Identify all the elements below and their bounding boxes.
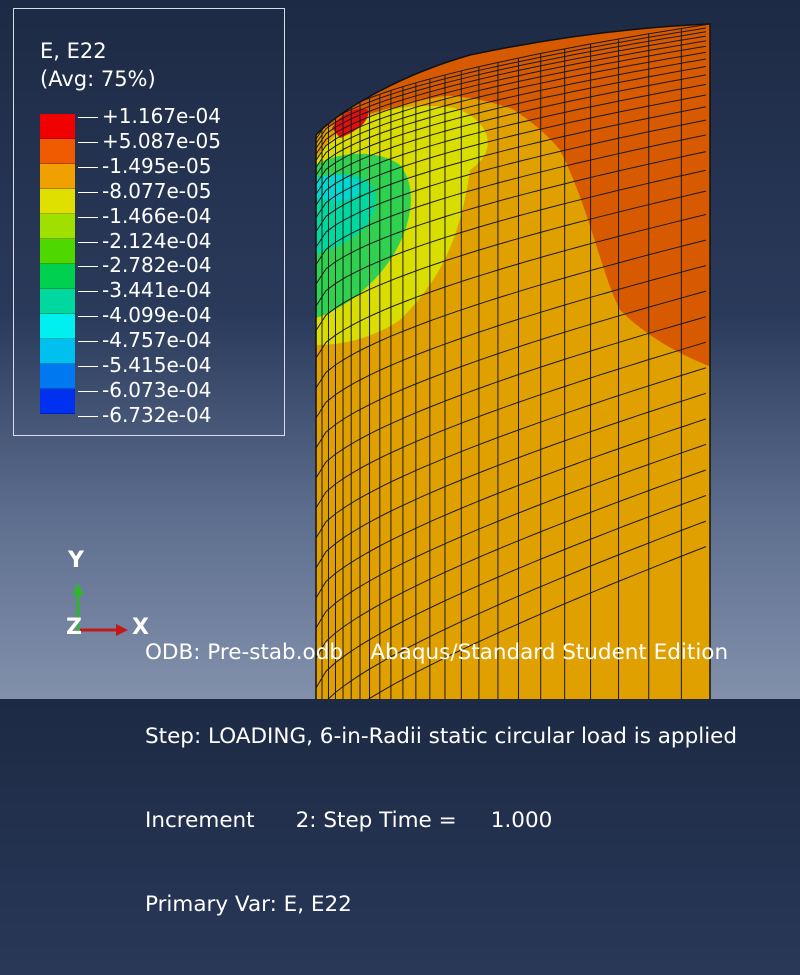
- mesh-line: [316, 106, 707, 232]
- mesh-line: [316, 290, 707, 449]
- legend-tick: [78, 291, 98, 293]
- mesh-line: [316, 51, 707, 168]
- z-axis-label: Z: [66, 615, 82, 640]
- mesh-line: [316, 443, 707, 629]
- y-axis-label: Y: [68, 548, 84, 573]
- mesh-line: [316, 94, 707, 218]
- mesh-line: [316, 265, 707, 419]
- legend-tick: [78, 415, 98, 417]
- mesh-line: [316, 546, 707, 699]
- legend-value-label: -2.124e-04: [102, 228, 212, 253]
- legend-tick: [78, 366, 98, 367]
- mesh-line: [316, 119, 707, 248]
- legend-value-label: -2.782e-04: [102, 253, 212, 278]
- legend-title: E, E22: [40, 39, 107, 63]
- deformed-mesh-contour: [315, 23, 711, 699]
- mesh-line: [316, 66, 707, 185]
- mesh-line: [316, 83, 707, 206]
- legend-value-label: +1.167e-04: [102, 104, 221, 128]
- legend-tick: [78, 141, 98, 143]
- legend-tick: [78, 266, 98, 268]
- mesh-line: [316, 31, 707, 144]
- mesh-grid: [316, 24, 707, 699]
- x-axis-label: X: [132, 615, 149, 640]
- legend-value-label: -6.073e-04: [102, 377, 212, 402]
- mesh-line: [316, 24, 707, 136]
- mesh-line: [316, 27, 707, 140]
- legend-swatch: [40, 164, 75, 189]
- legend-swatch: [40, 214, 75, 239]
- legend-value-label: -3.441e-04: [102, 278, 212, 303]
- contour-legend: E, E22 (Avg: 75%) +1.167e-04 +5.087e-05 -1…: [13, 8, 285, 436]
- legend-tick: [78, 341, 98, 343]
- increment-info: Increment 2: Step Time = 1.000: [145, 808, 553, 833]
- mesh-line: [316, 495, 707, 689]
- legend-value-label: -6.732e-04: [102, 402, 212, 427]
- model-viewport[interactable]: E, E22 (Avg: 75%) +1.167e-04 +5.087e-05 -1…: [0, 0, 800, 917]
- legend-value-label: -1.495e-05: [102, 153, 212, 178]
- mesh-line: [316, 520, 707, 699]
- legend-value-label: -5.415e-04: [102, 353, 212, 377]
- mesh-line: [316, 214, 707, 359]
- legend-swatch: [40, 239, 75, 264]
- legend-swatch: [40, 339, 75, 364]
- mesh-line: [316, 469, 707, 659]
- mesh-line: [316, 58, 707, 176]
- primary-var-info: Primary Var: E, E22: [145, 892, 352, 917]
- legend-value-label: -4.757e-04: [102, 328, 212, 353]
- contour-red: [332, 108, 369, 138]
- mesh-line: [316, 392, 707, 569]
- mesh-line: [316, 418, 707, 599]
- mesh-line: [316, 316, 707, 479]
- legend-tick: [78, 166, 98, 168]
- legend-swatch: [40, 264, 75, 289]
- viewport-info-block: ODB: Pre-stab.odb Abaqus/Standard Studen…: [145, 583, 737, 975]
- legend-tick: [78, 241, 98, 243]
- mesh-line: [316, 341, 707, 509]
- legend-swatch: [40, 314, 75, 339]
- legend-color-bar: [40, 114, 75, 414]
- mesh-line: [316, 45, 707, 161]
- legend-value-label: -1.466e-04: [102, 203, 212, 228]
- legend-value-label: +5.087e-05: [102, 128, 221, 153]
- legend-subtitle: (Avg: 75%): [40, 67, 156, 91]
- legend-tick: [78, 191, 98, 193]
- coordinate-triad: Y Z X: [60, 545, 160, 655]
- mesh-line: [316, 40, 707, 155]
- legend-value-label: -8.077e-05: [102, 178, 212, 203]
- legend-tick: [78, 117, 98, 118]
- legend-tick: [78, 316, 98, 318]
- x-arrow-head: [116, 624, 128, 636]
- step-info: Step: LOADING, 6-in-Radii static circula…: [145, 724, 738, 749]
- legend-swatch: [40, 364, 75, 389]
- legend-tick: [78, 390, 98, 392]
- legend-swatch: [40, 114, 75, 139]
- y-arrow-head: [72, 583, 84, 595]
- legend-swatch: [40, 289, 75, 314]
- mesh-line: [316, 35, 707, 149]
- contour-cyan: [316, 174, 362, 201]
- legend-tick: [78, 216, 98, 218]
- odb-info: ODB: Pre-stab.odb Abaqus/Standard Studen…: [145, 640, 729, 665]
- mesh-line: [316, 151, 707, 285]
- legend-swatch: [40, 189, 75, 214]
- legend-swatch: [40, 139, 75, 164]
- part-outline: [315, 23, 711, 699]
- mesh-line: [316, 239, 707, 389]
- mesh-line: [316, 74, 707, 195]
- mesh-line: [316, 190, 707, 331]
- mesh-line: [316, 134, 707, 265]
- mesh-line: [316, 367, 707, 539]
- legend-value-label: -4.099e-04: [102, 303, 212, 328]
- legend-swatch: [40, 389, 75, 414]
- mesh-line: [316, 169, 707, 307]
